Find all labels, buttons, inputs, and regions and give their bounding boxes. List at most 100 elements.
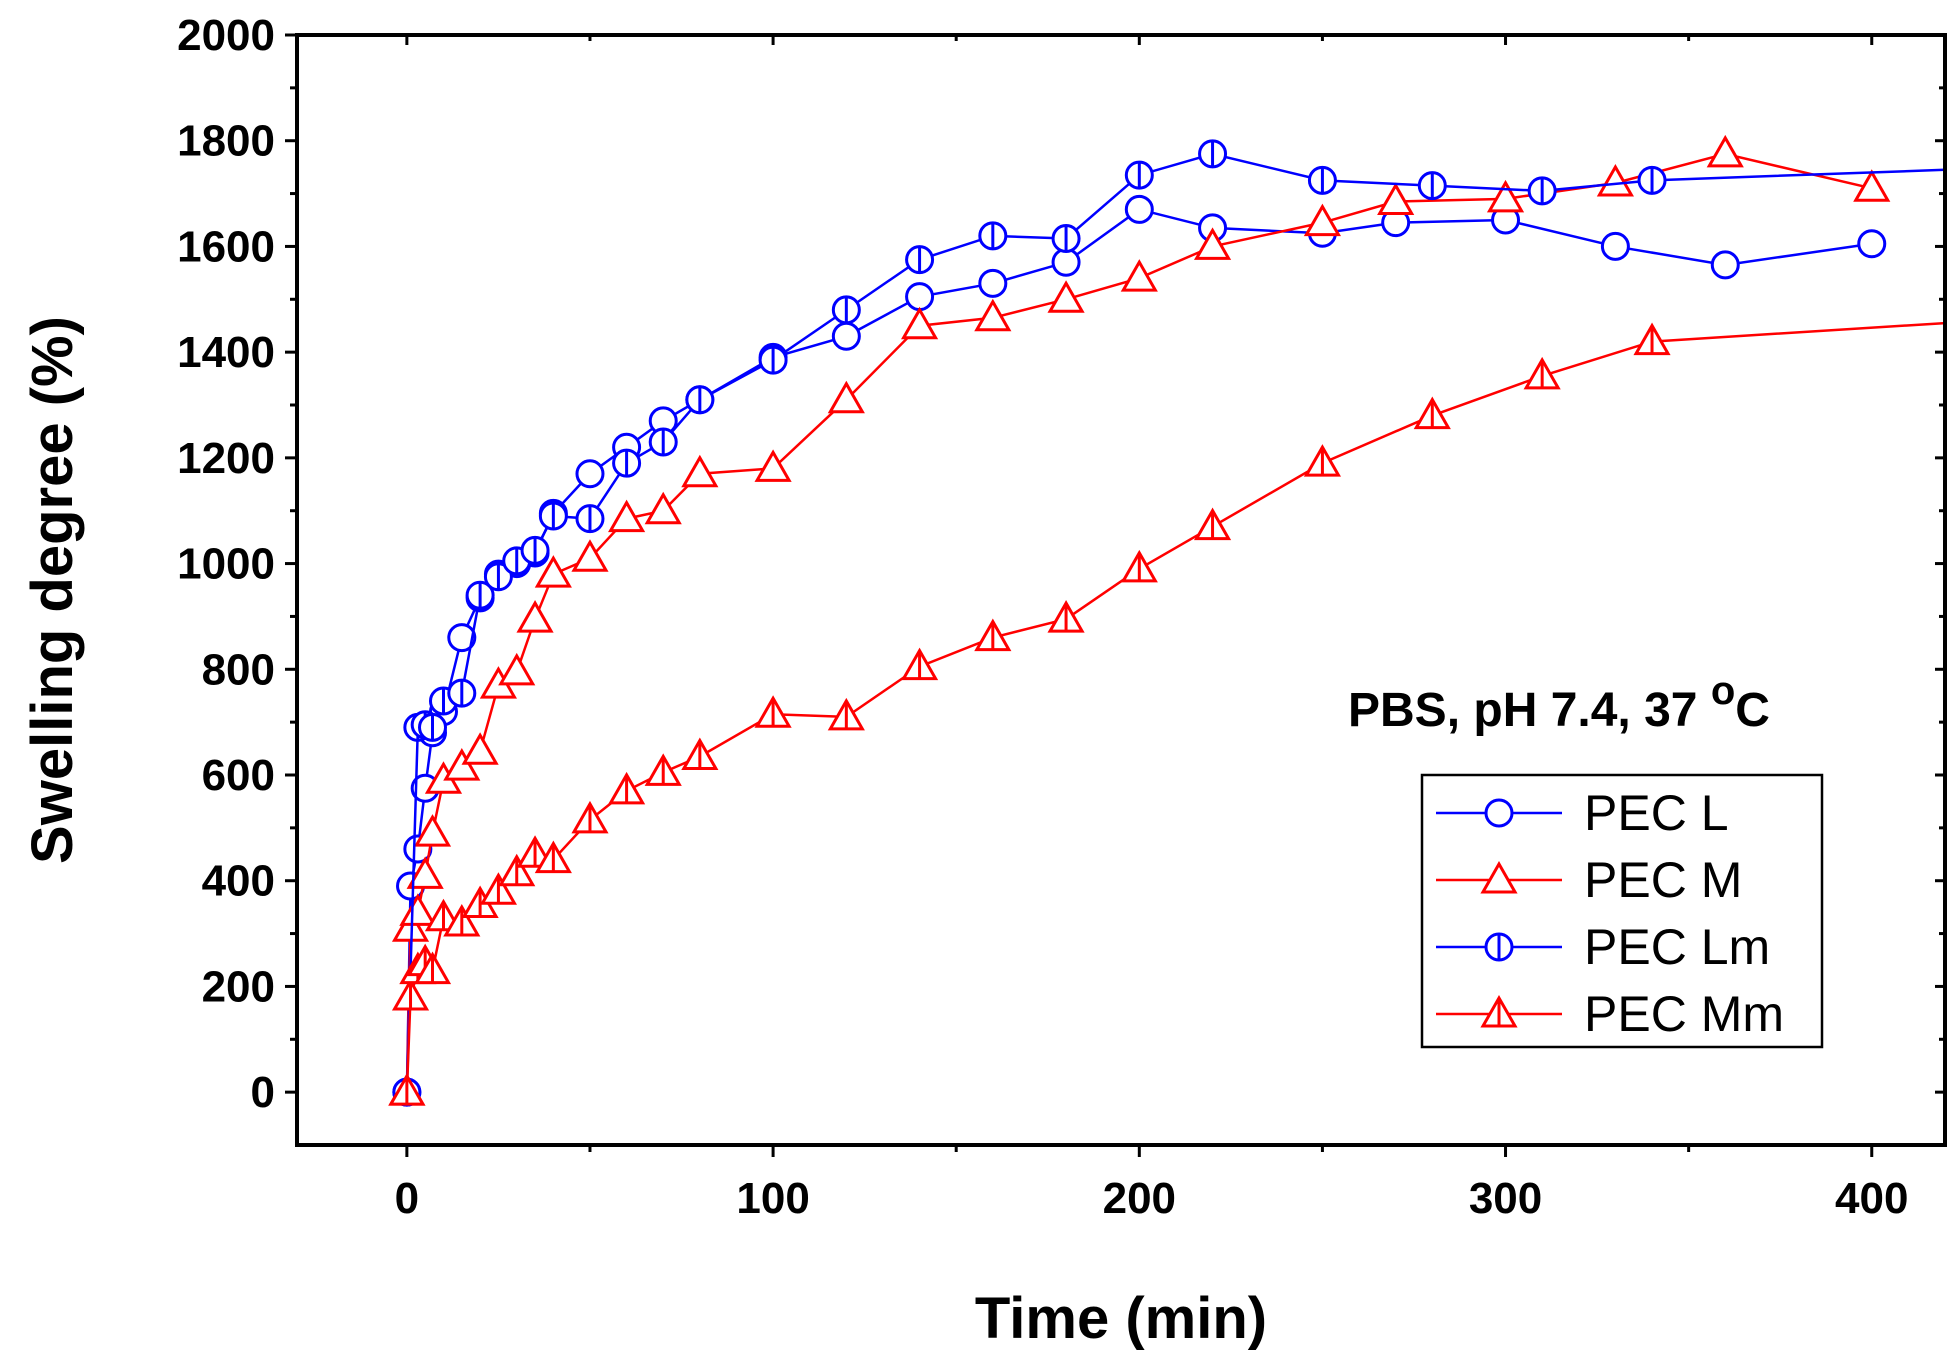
y-tick-label: 1600	[177, 222, 275, 271]
data-point	[1051, 224, 1081, 253]
y-tick-label: 1000	[177, 540, 275, 589]
legend-marker	[1484, 932, 1514, 962]
data-point	[418, 712, 448, 742]
data-point	[685, 385, 715, 415]
data-point	[974, 298, 1012, 332]
data-point	[575, 459, 605, 489]
data-point	[413, 951, 452, 985]
data-point	[516, 600, 554, 633]
legend-entry: PEC Mm	[1436, 986, 1784, 1042]
legend-label: PEC Mm	[1584, 986, 1784, 1042]
series-pec-m	[388, 134, 1891, 1106]
data-point	[538, 501, 568, 531]
data-point	[1198, 139, 1228, 169]
x-axis-title: Time (min)	[975, 1286, 1267, 1351]
data-point	[447, 623, 477, 653]
data-point	[1710, 250, 1740, 280]
data-point	[827, 697, 865, 731]
y-tick-label: 600	[202, 751, 275, 800]
data-point	[575, 504, 605, 534]
data-point	[406, 856, 444, 889]
data-point	[1706, 134, 1744, 168]
series-pec-mm	[388, 321, 1945, 1106]
legend-label: PEC L	[1584, 785, 1729, 841]
legend-marker	[1480, 994, 1518, 1028]
data-point	[1193, 227, 1232, 260]
data-point	[827, 380, 865, 414]
y-tick-label: 1200	[177, 434, 275, 483]
annotation-unit: C	[1735, 684, 1770, 737]
y-tick-label: 0	[251, 1068, 275, 1117]
data-point	[520, 535, 550, 565]
data-point	[391, 977, 430, 1011]
data-point	[1417, 171, 1447, 201]
x-tick-label: 400	[1835, 1174, 1908, 1223]
data-point	[1600, 231, 1630, 261]
data-point	[1527, 176, 1557, 206]
x-tick-label: 200	[1103, 1174, 1176, 1223]
data-point	[1051, 247, 1081, 277]
data-point	[905, 245, 935, 275]
data-point	[1124, 194, 1154, 224]
data-point	[571, 539, 609, 572]
condition-annotation: PBS, pH 7.4, 37 oC	[1348, 669, 1770, 737]
legend-entry: PEC M	[1436, 852, 1742, 908]
data-point	[681, 737, 719, 770]
data-point	[900, 647, 939, 681]
data-point	[1637, 165, 1667, 195]
data-point	[1047, 280, 1085, 313]
data-point	[831, 321, 861, 351]
legend-marker	[1480, 860, 1518, 894]
y-axis-title: Swelling degree (%)	[20, 316, 85, 864]
data-point	[905, 282, 935, 312]
data-point	[461, 732, 499, 765]
data-point	[1523, 356, 1561, 390]
data-point	[534, 555, 572, 588]
series-line	[405, 321, 1945, 1093]
data-point	[498, 652, 536, 686]
legend-marker	[1484, 798, 1514, 828]
data-point	[1853, 169, 1891, 202]
data-point	[754, 695, 792, 728]
data-point	[1047, 600, 1085, 633]
data-point	[608, 771, 646, 805]
data-point	[900, 306, 939, 340]
annotation-sup: o	[1711, 669, 1735, 713]
data-point	[644, 753, 682, 786]
data-point	[1124, 160, 1154, 190]
data-point	[754, 449, 792, 482]
plot-frame	[295, 33, 1947, 1147]
data-point	[534, 840, 572, 874]
data-point	[1120, 259, 1158, 292]
data-point	[443, 748, 481, 781]
legend-label: PEC Lm	[1584, 919, 1770, 975]
data-point	[1633, 322, 1671, 356]
data-point	[413, 814, 452, 847]
legend-label: PEC M	[1584, 852, 1742, 908]
data-point	[648, 427, 678, 457]
data-point	[1596, 163, 1634, 197]
x-tick-label: 300	[1469, 1174, 1542, 1223]
data-point	[974, 618, 1012, 652]
data-point	[978, 221, 1008, 251]
y-tick-label: 1400	[177, 328, 275, 377]
y-tick-label: 200	[202, 962, 275, 1011]
data-point	[1857, 229, 1887, 259]
data-point	[608, 499, 646, 533]
data-point	[1377, 182, 1415, 215]
data-point	[831, 295, 861, 325]
data-point	[1303, 444, 1342, 477]
series-layer	[388, 134, 1945, 1107]
annotation-text: PBS, pH 7.4, 37	[1348, 684, 1711, 737]
data-point	[978, 268, 1008, 298]
y-tick-label: 1800	[177, 117, 275, 166]
data-point	[1303, 203, 1342, 237]
legend-entry: PEC L	[1436, 785, 1729, 841]
data-point	[443, 903, 481, 937]
y-tick-label: 400	[202, 857, 275, 906]
data-point	[1413, 396, 1451, 430]
data-point	[465, 580, 495, 610]
data-point	[498, 853, 536, 887]
legend: PEC L PEC M PEC Lm PEC Mm	[1420, 773, 1824, 1049]
